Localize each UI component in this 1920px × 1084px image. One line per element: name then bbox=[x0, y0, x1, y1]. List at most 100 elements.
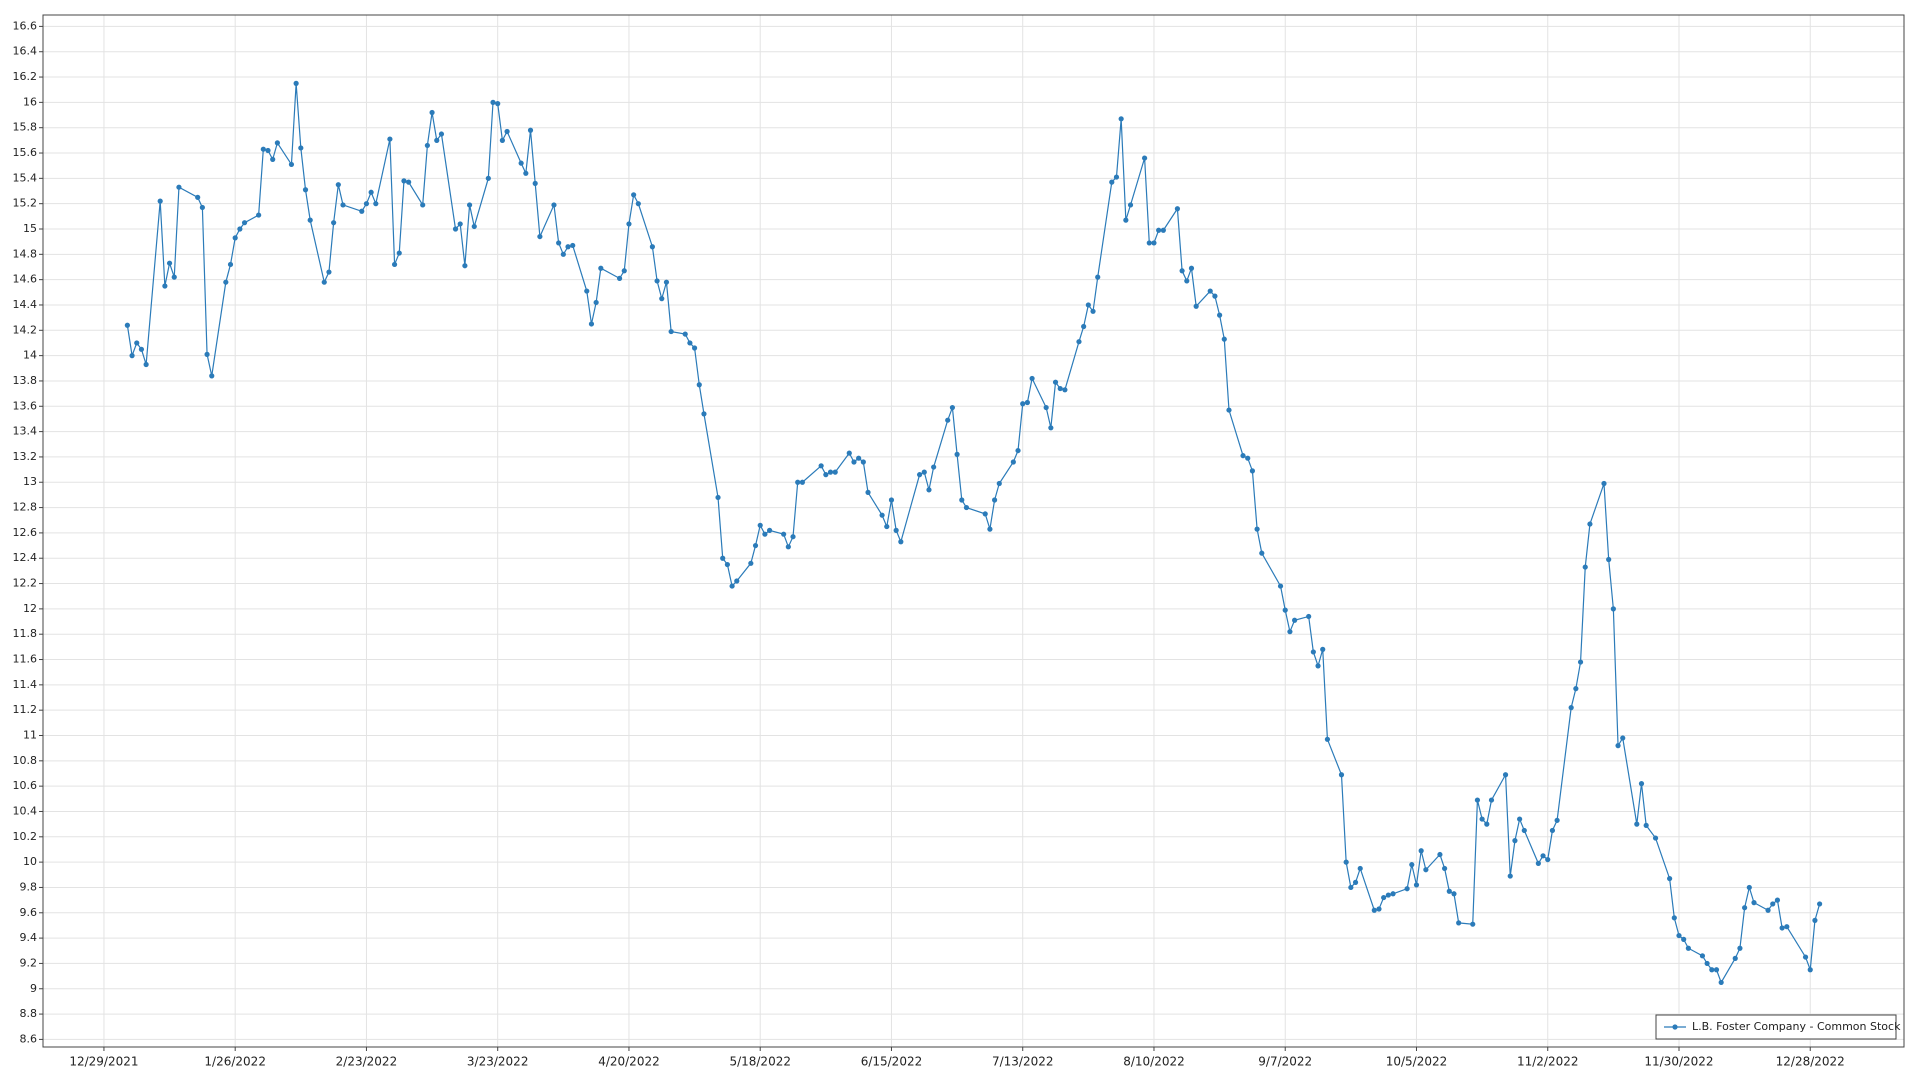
x-tick-label: 11/30/2022 bbox=[1644, 1055, 1713, 1069]
price-point bbox=[124, 322, 130, 328]
price-point bbox=[1024, 399, 1031, 406]
price-point bbox=[1249, 468, 1256, 474]
price-point bbox=[1348, 884, 1354, 891]
price-point bbox=[1512, 838, 1518, 844]
price-point bbox=[1554, 817, 1560, 823]
price-point bbox=[1081, 323, 1087, 330]
price-point bbox=[696, 382, 702, 388]
price-point bbox=[987, 526, 993, 532]
price-point bbox=[1507, 873, 1513, 879]
price-point bbox=[1062, 387, 1068, 393]
price-point bbox=[227, 261, 234, 268]
price-point bbox=[945, 417, 951, 423]
y-tick-label: 10.8 bbox=[13, 754, 38, 767]
price-point bbox=[1718, 979, 1724, 986]
price-point bbox=[1057, 385, 1063, 392]
price-point bbox=[1746, 884, 1752, 891]
price-point bbox=[518, 160, 524, 166]
price-point bbox=[1385, 892, 1391, 898]
y-tick-label: 15.8 bbox=[13, 121, 38, 134]
price-point bbox=[466, 202, 473, 208]
price-point bbox=[1577, 659, 1584, 665]
price-point bbox=[865, 489, 871, 495]
price-point bbox=[1610, 606, 1616, 612]
price-point bbox=[556, 240, 562, 246]
legend: L.B. Foster Company - Common Stock bbox=[1655, 1014, 1901, 1040]
x-tick-label: 9/7/2022 bbox=[1258, 1055, 1312, 1069]
price-point bbox=[626, 221, 632, 227]
price-point bbox=[237, 226, 243, 232]
price-point bbox=[288, 161, 295, 168]
y-tick-label: 9.6 bbox=[20, 906, 38, 919]
y-tick-label: 13.6 bbox=[13, 399, 38, 412]
price-point bbox=[734, 578, 740, 584]
price-point bbox=[1545, 856, 1551, 863]
x-tick-label: 12/29/2021 bbox=[69, 1055, 138, 1069]
price-point bbox=[1113, 174, 1120, 180]
x-tick-label: 11/2/2022 bbox=[1517, 1055, 1579, 1069]
x-tick-label: 3/23/2022 bbox=[467, 1055, 529, 1069]
price-point bbox=[1779, 925, 1785, 931]
price-point bbox=[1090, 308, 1096, 314]
price-point bbox=[926, 487, 932, 493]
price-point bbox=[1221, 336, 1227, 342]
price-point bbox=[1310, 649, 1316, 655]
x-tick-label: 10/5/2022 bbox=[1386, 1055, 1448, 1069]
price-point bbox=[532, 180, 538, 187]
price-point bbox=[1188, 265, 1195, 271]
price-point bbox=[1404, 886, 1410, 892]
price-point bbox=[1573, 686, 1579, 692]
price-point bbox=[1376, 906, 1382, 912]
price-point bbox=[1704, 960, 1710, 967]
price-point bbox=[331, 220, 337, 226]
price-point bbox=[654, 278, 660, 284]
price-point bbox=[1442, 865, 1448, 872]
price-point bbox=[1390, 891, 1396, 897]
price-point bbox=[1446, 888, 1452, 894]
price-point bbox=[1160, 227, 1166, 233]
price-point bbox=[1667, 875, 1673, 882]
price-point bbox=[856, 455, 862, 461]
price-point bbox=[1474, 797, 1481, 803]
y-tick-label: 13.2 bbox=[13, 450, 38, 463]
price-point bbox=[748, 560, 754, 566]
price-point bbox=[860, 459, 866, 465]
legend-label: L.B. Foster Company - Common Stock bbox=[1692, 1020, 1901, 1033]
price-point bbox=[1048, 425, 1054, 431]
price-point bbox=[1488, 797, 1495, 803]
price-point bbox=[1029, 375, 1035, 382]
price-point bbox=[949, 404, 956, 411]
price-point bbox=[621, 268, 627, 274]
price-point bbox=[1409, 862, 1415, 868]
price-point bbox=[1685, 945, 1691, 951]
price-point bbox=[1765, 907, 1771, 913]
price-point bbox=[781, 531, 787, 537]
price-point bbox=[884, 523, 890, 530]
legend-marker bbox=[1672, 1024, 1678, 1030]
x-tick-label: 6/15/2022 bbox=[861, 1055, 923, 1069]
price-point bbox=[368, 189, 374, 195]
price-point bbox=[1634, 821, 1640, 827]
price-point bbox=[1568, 705, 1574, 711]
price-point bbox=[485, 175, 491, 181]
price-point bbox=[326, 269, 332, 275]
price-point bbox=[1413, 882, 1420, 888]
price-point bbox=[668, 328, 674, 335]
price-point bbox=[157, 198, 163, 204]
price-point bbox=[1521, 827, 1527, 834]
price-point bbox=[1737, 945, 1743, 951]
price-point bbox=[762, 531, 768, 537]
price-point bbox=[916, 472, 923, 478]
y-tick-label: 12 bbox=[23, 602, 37, 615]
price-point bbox=[457, 221, 463, 227]
price-point bbox=[396, 250, 402, 256]
price-point bbox=[724, 561, 730, 568]
price-point bbox=[1638, 781, 1645, 787]
price-point bbox=[1306, 613, 1312, 620]
y-tick-label: 13.8 bbox=[13, 374, 38, 387]
price-point bbox=[1282, 607, 1288, 613]
price-point bbox=[1742, 905, 1748, 911]
y-tick-label: 14.8 bbox=[13, 247, 38, 260]
price-point bbox=[635, 201, 641, 207]
